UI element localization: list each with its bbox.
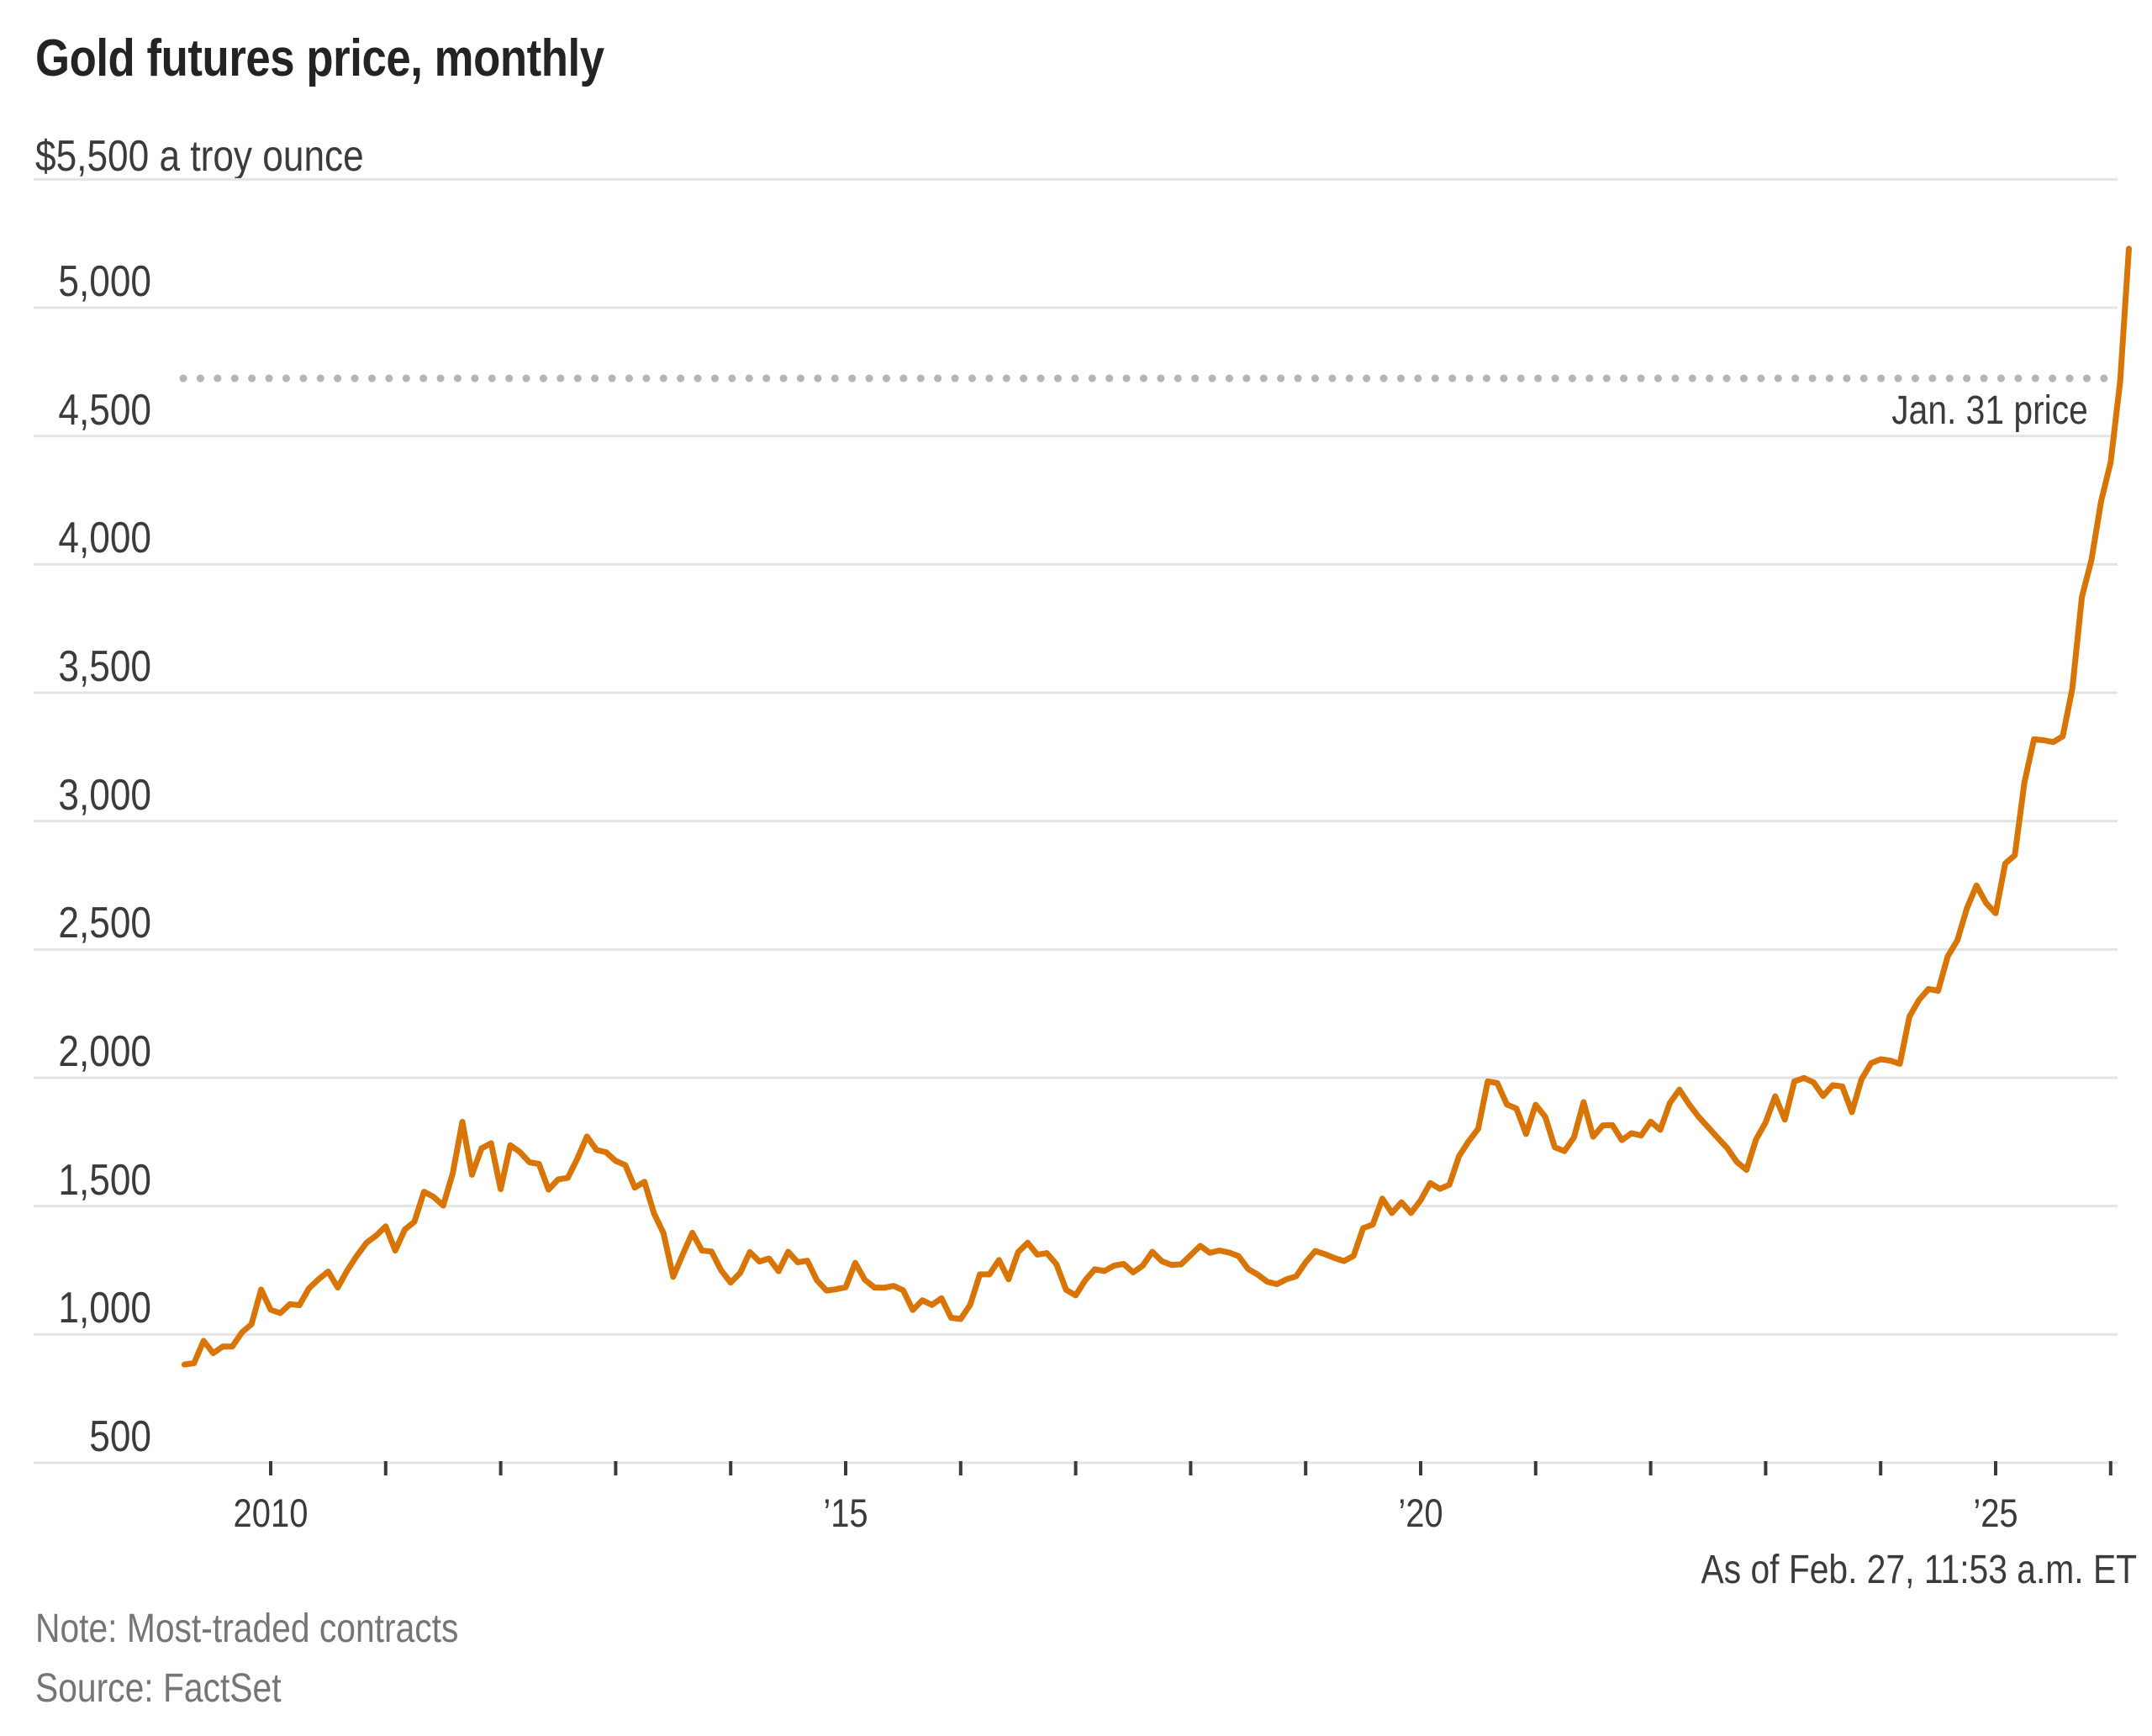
y-axis-unit-label: $5,500 a troy ounce xyxy=(35,132,364,181)
x-axis-label-2010: 2010 xyxy=(233,1491,309,1535)
y-axis-label-2000: 2,000 xyxy=(58,1027,151,1077)
y-axis-label-4000: 4,000 xyxy=(58,514,151,563)
source-text: Source: FactSet xyxy=(35,1666,282,1711)
y-axis-label-1500: 1,500 xyxy=(58,1155,151,1205)
x-axis-label-2020: ’20 xyxy=(1398,1491,1443,1535)
y-axis-label-1000: 1,000 xyxy=(58,1284,151,1333)
gridlines xyxy=(34,177,2118,1464)
y-axis-label-4500: 4,500 xyxy=(58,385,151,435)
x-axis-label-2015: ’15 xyxy=(823,1491,868,1535)
x-axis-label-2025: ’25 xyxy=(1973,1491,2018,1535)
chart-title: Gold futures price, monthly xyxy=(35,29,604,87)
y-axis-label-5000: 5,000 xyxy=(58,257,151,307)
gold-price-line xyxy=(181,245,2132,1368)
x-axis-ticks xyxy=(269,1461,2112,1475)
y-axis-label-3500: 3,500 xyxy=(58,642,151,692)
y-axis-label-3000: 3,000 xyxy=(58,770,151,820)
as-of-timestamp: As of Feb. 27, 11:53 a.m. ET xyxy=(1701,1548,2137,1592)
y-axis-label-500: 500 xyxy=(89,1412,151,1461)
note-text: Note: Most-traded contracts xyxy=(35,1607,459,1651)
jan-31-price-annotation: Jan. 31 price xyxy=(1891,388,2088,433)
y-axis-label-2500: 2,500 xyxy=(58,899,151,948)
